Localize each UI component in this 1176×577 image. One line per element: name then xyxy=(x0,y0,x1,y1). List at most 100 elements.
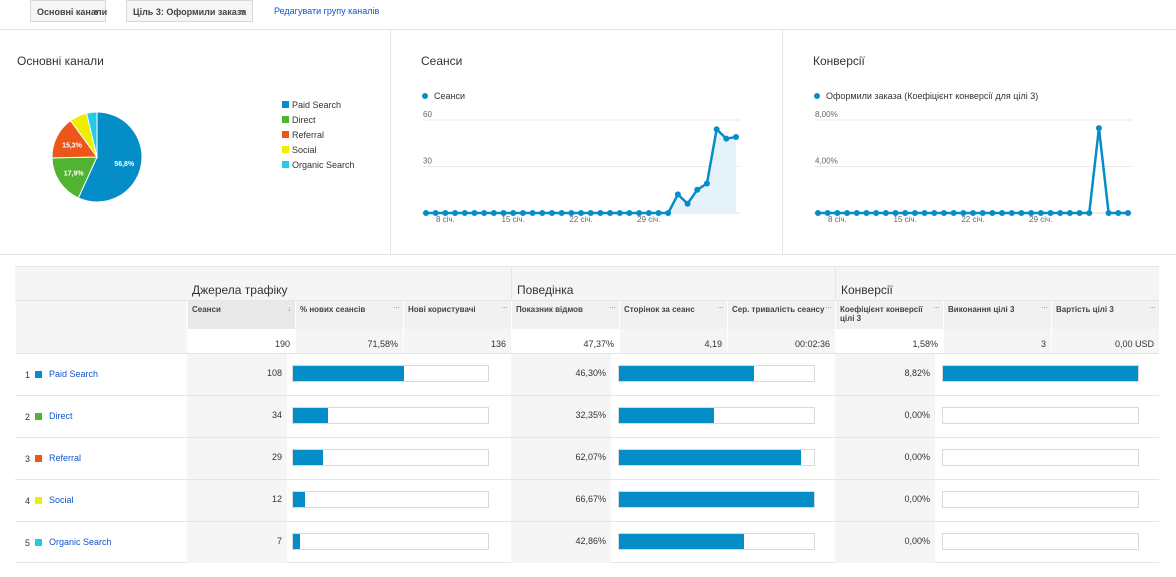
pie-legend-item[interactable]: Social xyxy=(282,145,355,160)
column-header-conv-rate[interactable]: Коефіцієнт конверсії цілі 3 xyxy=(835,301,943,329)
y-tick-label: 30 xyxy=(423,157,432,166)
row-bounce-cell: 66,67% xyxy=(511,480,611,521)
row-channel-link[interactable]: Direct xyxy=(49,411,73,421)
data-point xyxy=(960,210,967,216)
channels-dropdown[interactable]: Основні канали xyxy=(30,0,107,22)
legend-swatch xyxy=(282,131,289,138)
column-header-completions[interactable]: Виконання цілі 3 xyxy=(943,301,1051,329)
bar-fill xyxy=(293,366,404,381)
data-point xyxy=(1125,210,1131,216)
sessions-legend-dot xyxy=(422,93,428,99)
legend-swatch xyxy=(282,161,289,168)
data-point xyxy=(684,200,691,207)
dimension-header xyxy=(15,267,187,301)
total-sessions: 190 xyxy=(187,329,295,353)
row-sessions-cell: 108 xyxy=(187,354,287,395)
column-header-duration[interactable]: Сер. тривалість сеансу xyxy=(727,301,835,329)
pie-slice-label: 15,3% xyxy=(62,143,83,150)
row-color-swatch xyxy=(35,497,42,504)
group-header-conversions: Конверсії xyxy=(835,267,1159,301)
row-channel-link[interactable]: Referral xyxy=(49,453,82,463)
data-point xyxy=(873,210,880,216)
column-label: Сеанси xyxy=(192,305,221,314)
data-point xyxy=(616,210,623,216)
sessions-line-chart: 60 30 8 січ. 15 січ. 22 січ. 29 січ. xyxy=(422,110,740,224)
overview-panels: Основні канали 56,8% 17,9% 15,3% Paid Sear… xyxy=(0,29,1176,255)
row-rank: 1 xyxy=(25,370,31,380)
data-point xyxy=(694,186,701,193)
row-channel-link[interactable]: Social xyxy=(49,495,74,505)
y-tick-label: 4,00% xyxy=(815,157,838,166)
bar-fill xyxy=(293,450,323,465)
row-conv-bar xyxy=(942,365,1139,382)
legend-swatch xyxy=(282,116,289,123)
data-point xyxy=(824,210,831,216)
row-rank: 5 xyxy=(25,538,31,548)
x-tick-label: 8 січ. xyxy=(828,215,847,224)
column-label: Сер. тривалість сеансу xyxy=(732,305,825,314)
row-bounce-bar xyxy=(618,491,815,508)
column-label: Сторінок за сеанс xyxy=(624,305,695,314)
total-duration: 00:02:36 xyxy=(727,329,835,353)
data-point xyxy=(490,210,497,216)
pie-legend-item[interactable]: Paid Search xyxy=(282,100,355,115)
row-dimension-cell: 3 Referral xyxy=(15,438,187,479)
compare-icon xyxy=(502,305,507,308)
goal-dropdown[interactable]: Ціль 3: Оформили заказа xyxy=(126,0,253,22)
pie-legend-item[interactable]: Direct xyxy=(282,115,355,130)
conversions-legend-label: Оформили заказа (Коефіцієнт конверсії дл… xyxy=(826,91,1039,101)
dimension-column-header xyxy=(15,301,187,329)
data-point xyxy=(481,210,488,216)
row-color-swatch xyxy=(35,371,42,378)
row-bounce-value: 42,86% xyxy=(575,536,606,546)
column-header-sessions[interactable]: Сеанси ↓ xyxy=(187,301,295,329)
row-sessions-value: 108 xyxy=(266,368,282,378)
pie-slice xyxy=(77,111,143,203)
pie-legend-item[interactable]: Referral xyxy=(282,130,355,145)
compare-icon xyxy=(1042,305,1047,308)
row-color-swatch xyxy=(35,413,42,420)
row-conv-value: 8,82% xyxy=(904,368,930,378)
column-header-pages[interactable]: Сторінок за сеанс xyxy=(619,301,727,329)
data-point xyxy=(921,210,928,216)
column-header-new-users[interactable]: Нові користувачі xyxy=(403,301,511,329)
column-label: Нові користувачі xyxy=(408,305,476,314)
row-conv-bar xyxy=(942,449,1139,466)
totals-dimension-cell xyxy=(15,329,187,353)
column-header-bounce[interactable]: Показник відмов xyxy=(511,301,619,329)
row-sessions-value: 7 xyxy=(276,536,282,546)
row-sessions-cell: 12 xyxy=(187,480,287,521)
data-point xyxy=(979,210,986,216)
chevron-down-icon xyxy=(93,10,99,14)
pie-legend-item[interactable]: Organic Search xyxy=(282,160,355,175)
row-sessions-cell: 34 xyxy=(187,396,287,437)
x-tick-label: 29 січ. xyxy=(1029,215,1052,224)
row-dimension-cell: 5 Organic Search xyxy=(15,522,187,563)
edit-channel-group-link[interactable]: Редагувати групу каналів xyxy=(274,6,380,16)
row-channel-link[interactable]: Paid Search xyxy=(49,369,99,379)
total-bounce: 47,37% xyxy=(511,329,619,353)
legend-swatch xyxy=(282,146,289,153)
data-point xyxy=(1095,125,1102,132)
row-channel-link[interactable]: Organic Search xyxy=(49,537,112,547)
data-point xyxy=(626,210,633,216)
row-bounce-cell: 42,86% xyxy=(511,522,611,563)
row-bounce-bar xyxy=(618,407,815,424)
row-dimension-cell: 4 Social xyxy=(15,480,187,521)
channels-table: Джерела трафіку Поведінка Конверсії Сеан… xyxy=(15,266,1159,566)
row-bounce-bar xyxy=(618,365,815,382)
data-point xyxy=(442,210,449,216)
data-point xyxy=(1028,210,1035,216)
column-label: Показник відмов xyxy=(516,305,583,314)
total-completions: 3 xyxy=(943,329,1051,353)
data-point xyxy=(713,126,720,133)
data-point xyxy=(452,210,459,216)
row-dimension-cell: 1 Paid Search xyxy=(15,354,187,395)
data-point xyxy=(558,210,565,216)
column-header-value[interactable]: Вартість цілі 3 xyxy=(1051,301,1159,329)
column-header-new-sessions[interactable]: % нових сеансів xyxy=(295,301,403,329)
data-point xyxy=(892,210,899,216)
pie-panel-title: Основні канали xyxy=(17,54,104,68)
row-conv-cell: 0,00% xyxy=(835,396,935,437)
column-label: Коефіцієнт конверсії цілі 3 xyxy=(840,305,923,323)
